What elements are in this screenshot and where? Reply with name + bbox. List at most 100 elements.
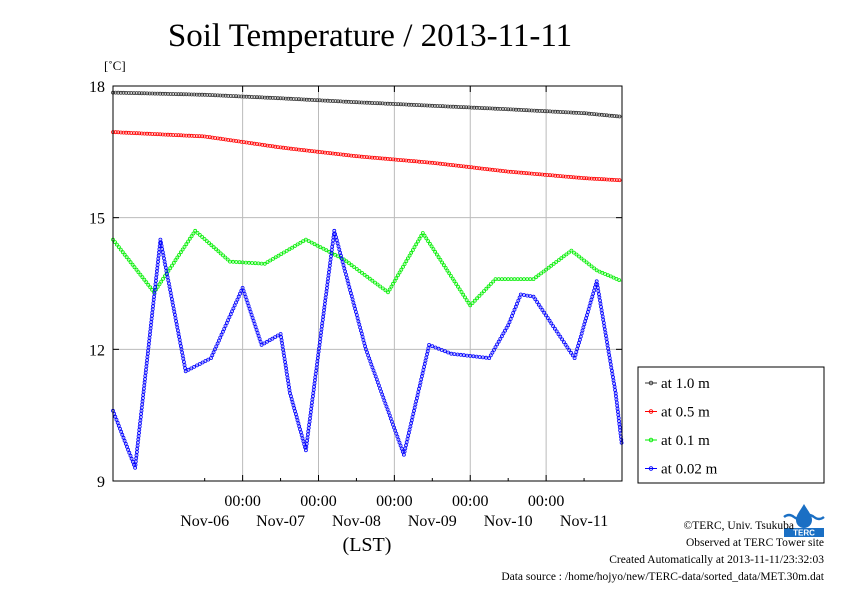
data-point bbox=[378, 284, 383, 289]
credit-created: Created Automatically at 2013-11-11/23:3… bbox=[609, 554, 824, 566]
data-point bbox=[561, 254, 566, 259]
data-point bbox=[513, 304, 518, 309]
data-point bbox=[211, 350, 216, 355]
data-point bbox=[617, 278, 622, 283]
data-point bbox=[542, 310, 547, 315]
data-point bbox=[554, 329, 559, 334]
data-point bbox=[189, 234, 194, 239]
logo-band bbox=[784, 528, 824, 537]
data-point bbox=[498, 336, 503, 341]
data-point bbox=[422, 233, 427, 238]
data-point bbox=[189, 92, 194, 97]
data-point bbox=[238, 291, 242, 296]
data-point bbox=[463, 295, 467, 300]
data-point bbox=[130, 262, 135, 267]
y-tick-label: 9 bbox=[97, 474, 105, 491]
data-point bbox=[431, 247, 436, 252]
data-point bbox=[148, 285, 153, 290]
data-point bbox=[284, 248, 289, 253]
data-point bbox=[392, 279, 397, 283]
data-point bbox=[114, 417, 119, 422]
data-point bbox=[159, 279, 164, 284]
data-point bbox=[155, 284, 160, 289]
data-point bbox=[466, 300, 471, 305]
data-point bbox=[464, 298, 469, 303]
data-point bbox=[195, 230, 200, 235]
data-point bbox=[482, 289, 486, 294]
data-point bbox=[450, 276, 455, 281]
data-point bbox=[443, 265, 448, 270]
x-tick-date-label: Nov-10 bbox=[484, 513, 533, 530]
data-point bbox=[506, 323, 511, 328]
data-point bbox=[215, 341, 220, 346]
data-point bbox=[612, 177, 617, 182]
data-point bbox=[436, 346, 441, 351]
data-point bbox=[457, 287, 462, 292]
data-point bbox=[427, 342, 432, 347]
data-point bbox=[226, 318, 231, 323]
data-point bbox=[275, 333, 280, 338]
data-point bbox=[357, 269, 362, 273]
data-point bbox=[592, 266, 597, 271]
data-point bbox=[584, 260, 589, 265]
data-point bbox=[193, 228, 198, 233]
data-point bbox=[122, 438, 127, 443]
data-point bbox=[324, 248, 329, 253]
data-point bbox=[452, 279, 457, 284]
data-point bbox=[170, 263, 174, 268]
x-tick-time-label: 00:00 bbox=[452, 493, 488, 510]
data-point bbox=[436, 255, 441, 260]
data-point bbox=[124, 255, 129, 260]
data-point bbox=[123, 441, 128, 446]
data-point bbox=[479, 291, 484, 296]
data-point bbox=[200, 360, 205, 365]
y-axis-ticks: 18 15 12 9 bbox=[89, 79, 622, 491]
data-point bbox=[239, 288, 244, 293]
data-point bbox=[493, 345, 498, 350]
data-point bbox=[171, 260, 176, 265]
data-point bbox=[501, 331, 506, 336]
data-point bbox=[531, 294, 536, 299]
data-point bbox=[380, 286, 385, 291]
data-point bbox=[301, 239, 306, 244]
data-point bbox=[415, 239, 420, 244]
data-point bbox=[536, 302, 541, 307]
data-point bbox=[592, 176, 597, 181]
data-point bbox=[486, 284, 491, 289]
data-point bbox=[536, 273, 541, 278]
data-point bbox=[365, 274, 370, 279]
data-point bbox=[126, 447, 131, 452]
data-point bbox=[200, 235, 205, 239]
data-point bbox=[399, 446, 404, 451]
data-point bbox=[582, 176, 586, 181]
data-point bbox=[488, 353, 493, 358]
data-point bbox=[404, 259, 409, 264]
data-point bbox=[456, 284, 460, 289]
data-point bbox=[454, 282, 459, 286]
legend: at 1.0 m at 0.5 m at 0.1 m at 0.02 m bbox=[637, 366, 825, 484]
x-tick-time-label: 00:00 bbox=[376, 493, 412, 510]
data-point bbox=[367, 276, 372, 281]
data-point bbox=[445, 268, 450, 273]
data-point bbox=[116, 423, 121, 428]
data-point bbox=[370, 278, 375, 283]
data-point bbox=[433, 345, 438, 350]
data-point bbox=[207, 241, 212, 246]
data-point bbox=[515, 301, 519, 306]
series-at-0-02-m bbox=[111, 228, 624, 470]
data-point bbox=[617, 114, 622, 119]
data-point bbox=[219, 332, 224, 337]
data-point bbox=[228, 312, 233, 317]
wave-icon bbox=[783, 513, 825, 521]
data-point bbox=[221, 253, 225, 258]
data-point bbox=[533, 297, 538, 302]
data-point bbox=[168, 266, 173, 271]
data-point bbox=[389, 284, 394, 289]
data-point bbox=[227, 315, 232, 320]
data-point bbox=[430, 344, 435, 349]
data-point bbox=[459, 290, 464, 294]
data-point bbox=[594, 112, 599, 117]
data-point bbox=[166, 268, 171, 273]
data-point bbox=[144, 280, 149, 285]
data-point bbox=[607, 177, 612, 182]
